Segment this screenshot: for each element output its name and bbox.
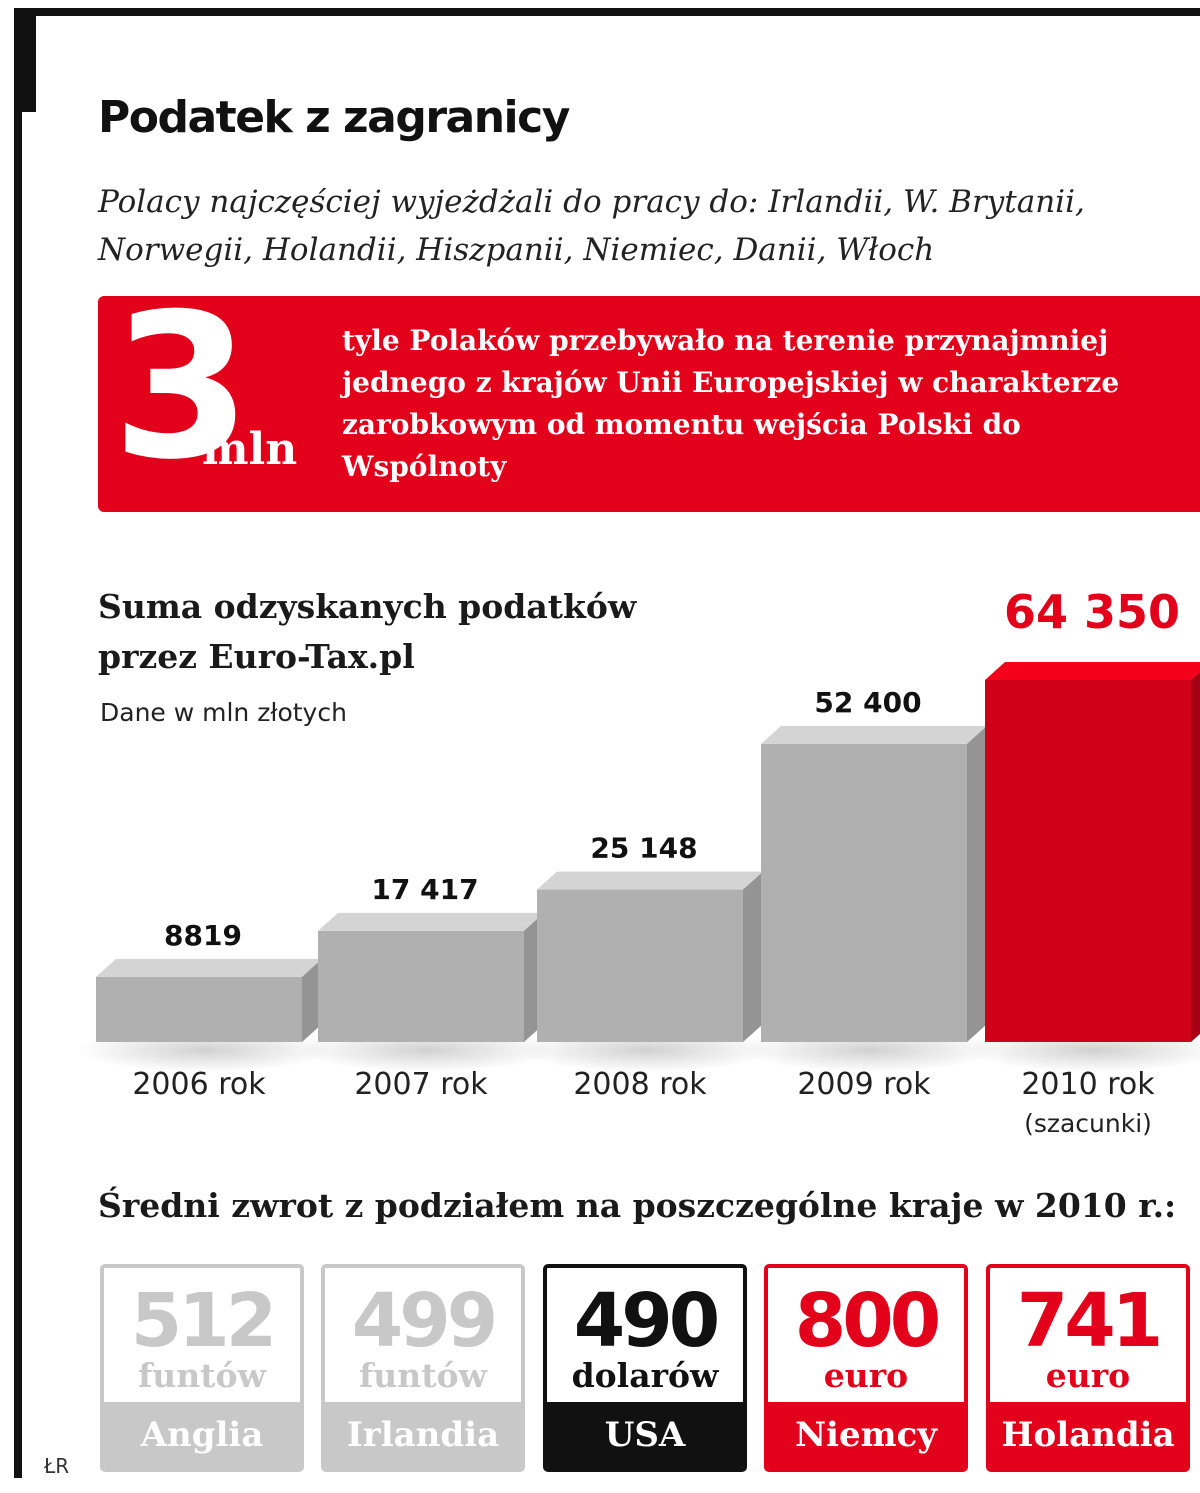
infographic-subtitle: Polacy najczęściej wyjeżdżali do pracy d… <box>98 184 1085 268</box>
bar-side-face <box>967 725 987 1042</box>
bar-front-face <box>985 680 1191 1042</box>
return-card-niemcy: 800 euro Niemcy <box>764 1264 968 1472</box>
return-country: Anglia <box>104 1402 300 1468</box>
return-country: Holandia <box>990 1402 1186 1468</box>
return-card-holandia: 741 euro Holandia <box>986 1264 1190 1472</box>
return-value: 512 <box>130 1278 277 1364</box>
frame-corner-tab <box>14 8 36 112</box>
infographic-title: Podatek z zagranicy <box>98 92 570 143</box>
bar-front-face <box>761 743 967 1042</box>
bar-1 <box>77 958 333 1072</box>
return-value: 800 <box>794 1278 941 1364</box>
bar-front-face <box>537 889 743 1042</box>
return-country: Irlandia <box>325 1402 521 1468</box>
category-label-3: 2008 rok <box>573 1067 707 1102</box>
frame-left-rule <box>14 8 22 1478</box>
highlight-unit: mln <box>202 424 298 475</box>
value-label-1: 8819 <box>164 919 242 952</box>
bar-top-face <box>318 912 544 931</box>
highlight-text: tyle Polaków przebywało na terenie przyn… <box>342 324 1120 483</box>
return-card-irlandia: 499 funtów Irlandia <box>321 1264 525 1472</box>
return-country: USA <box>547 1402 743 1468</box>
bar-side-face <box>743 871 763 1042</box>
highlight-box: 3 mln tyle Polaków przebywało na terenie… <box>98 278 1200 512</box>
return-value: 490 <box>573 1278 720 1364</box>
bar-5 <box>966 662 1200 1072</box>
bar-side-face <box>1191 671 1200 1042</box>
return-card-anglia: 512 funtów Anglia <box>100 1264 304 1472</box>
return-currency: euro <box>1045 1356 1131 1395</box>
bar-3 <box>518 871 774 1072</box>
highlight-number: 3 <box>112 271 251 504</box>
bar-side-face <box>302 958 322 1042</box>
return-currency: funtów <box>138 1356 266 1395</box>
return-value: 499 <box>351 1278 498 1364</box>
chart-title: Suma odzyskanych podatków przez Euro-Tax… <box>98 587 637 676</box>
return-currency: euro <box>823 1356 909 1395</box>
return-currency: funtów <box>359 1356 487 1395</box>
bar-top-face <box>761 725 987 744</box>
chart-unit-note: Dane w mln złotych <box>100 698 347 727</box>
value-label-5: 64 350 <box>1004 585 1180 639</box>
bar-2 <box>299 912 555 1072</box>
return-country: Niemcy <box>768 1402 964 1468</box>
author-credit: ŁR <box>44 1454 70 1478</box>
category-label-5: 2010 rok <box>1021 1067 1155 1102</box>
bar-top-face <box>985 662 1200 680</box>
value-label-3: 25 148 <box>590 832 697 865</box>
category-note-5: (szacunki) <box>1024 1109 1152 1138</box>
category-label-2: 2007 rok <box>354 1067 488 1102</box>
category-label-1: 2006 rok <box>132 1067 266 1102</box>
frame-top-rule <box>14 8 1200 16</box>
bar-chart: 8819 2006 rok 17 417 2007 rok 25 148 2008 rok… <box>77 585 1200 1138</box>
bar-4 <box>742 725 998 1072</box>
category-label-4: 2009 rok <box>797 1067 931 1102</box>
value-label-4: 52 400 <box>814 686 921 719</box>
bar-top-face <box>537 871 763 890</box>
return-card-usa: 490 dolarów USA <box>543 1264 747 1472</box>
bar-front-face <box>318 930 524 1042</box>
returns-title: Średni zwrot z podziałem na poszczególne… <box>98 1186 1177 1225</box>
value-label-2: 17 417 <box>371 873 478 906</box>
return-value: 741 <box>1016 1278 1163 1364</box>
return-currency: dolarów <box>571 1356 719 1395</box>
bar-top-face <box>96 958 322 977</box>
bar-front-face <box>96 976 302 1042</box>
